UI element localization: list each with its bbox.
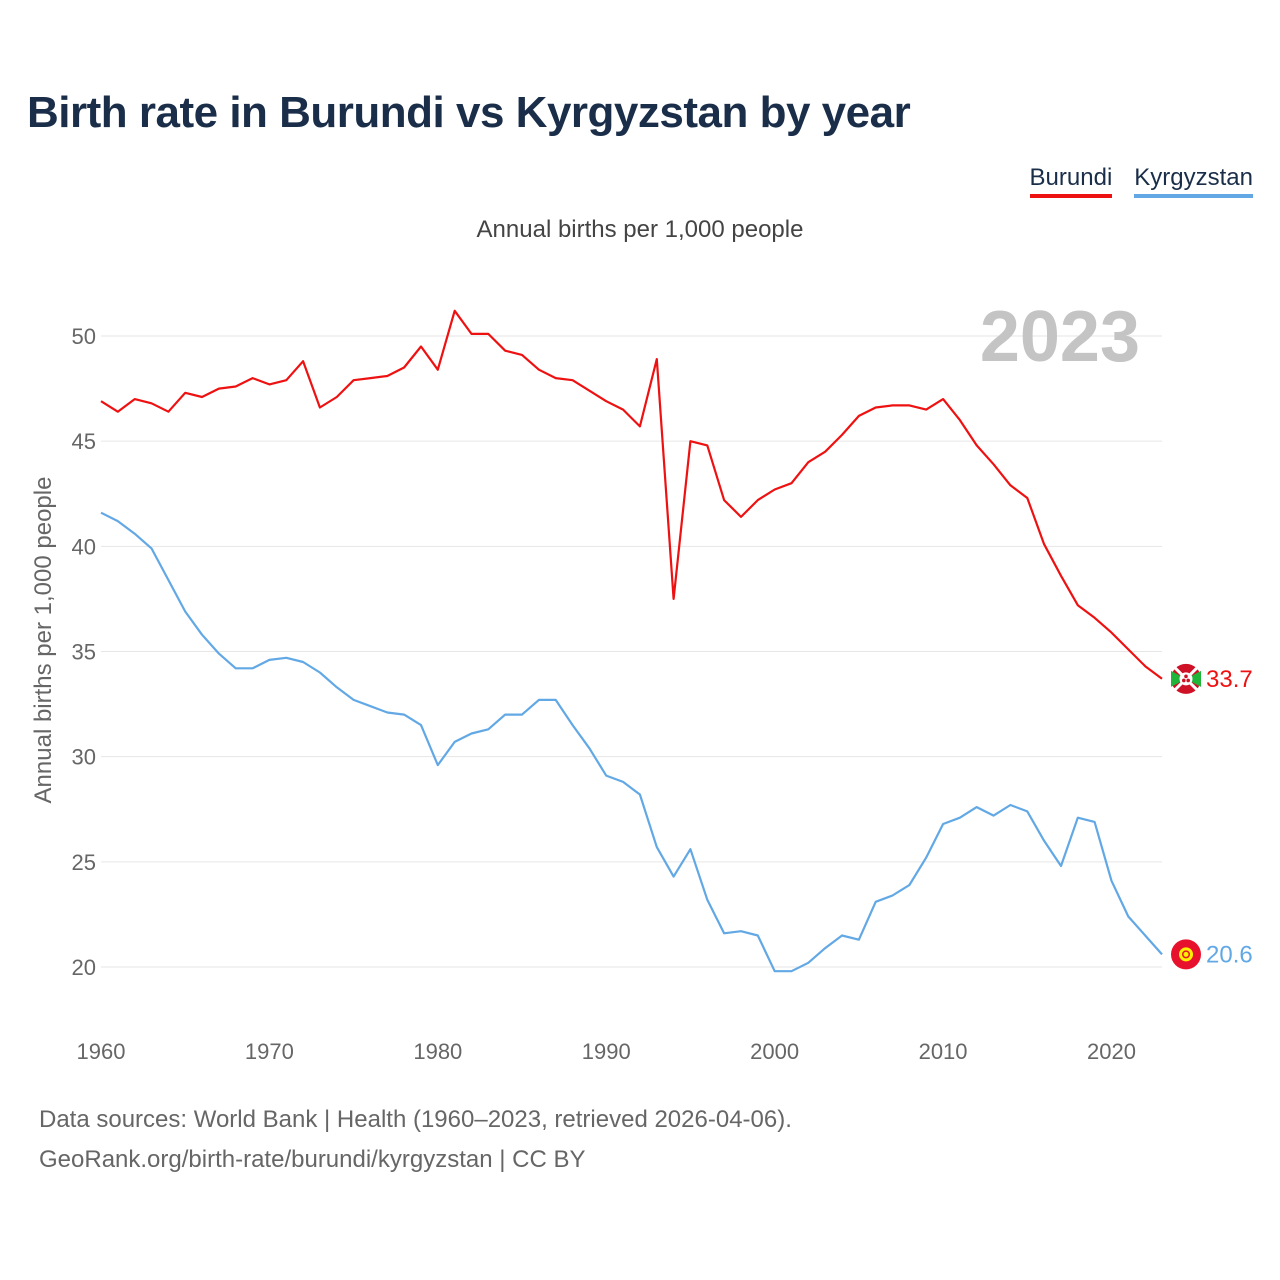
footer-source: Data sources: World Bank | Health (1960–…: [39, 1106, 792, 1133]
end-value-kyrgyzstan: 20.6: [1206, 941, 1253, 968]
legend-item-burundi[interactable]: Burundi: [1029, 164, 1113, 198]
legend: Burundi Kyrgyzstan: [1029, 164, 1253, 198]
y-axis-ticks: 20 25 30 35 40 45 50: [72, 324, 96, 980]
y-tick-label: 20: [72, 955, 96, 980]
x-axis-ticks: 1960 1970 1980 1990 2000 2010 2020: [77, 1039, 1136, 1064]
x-tick-label: 1960: [77, 1039, 126, 1064]
y-tick-label: 45: [72, 429, 96, 454]
y-tick-label: 25: [72, 850, 96, 875]
end-markers: [1171, 663, 1201, 970]
kyrgyzstan-flag-icon: [1171, 939, 1201, 970]
y-tick-label: 30: [72, 745, 96, 770]
x-tick-label: 2000: [750, 1039, 799, 1064]
chart-title: Birth rate in Burundi vs Kyrgyzstan by y…: [27, 88, 911, 137]
y-axis-label: Annual births per 1,000 people: [30, 477, 57, 804]
year-watermark: 2023: [980, 297, 1140, 377]
y-tick-label: 40: [72, 534, 96, 559]
x-tick-label: 2010: [919, 1039, 968, 1064]
chart-subtitle: Annual births per 1,000 people: [476, 216, 804, 243]
end-value-labels: 33.7 20.6: [1206, 666, 1253, 969]
y-tick-label: 50: [72, 324, 96, 349]
series-lines: [100, 309, 1163, 973]
legend-item-kyrgyzstan[interactable]: Kyrgyzstan: [1134, 164, 1253, 198]
gridlines: [101, 335, 1162, 968]
y-tick-label: 35: [72, 640, 96, 665]
series-line-burundi[interactable]: [100, 309, 1163, 680]
x-tick-label: 1990: [582, 1039, 631, 1064]
footer-url[interactable]: GeoRank.org/birth-rate/burundi/kyrgyzsta…: [39, 1146, 586, 1173]
burundi-flag-icon: [1171, 663, 1201, 694]
end-value-burundi: 33.7: [1206, 666, 1253, 693]
x-tick-label: 2020: [1087, 1039, 1136, 1064]
x-tick-label: 1970: [245, 1039, 294, 1064]
chart: 20 25 30 35 40 45 50 1960 1970 1980 1990 2000 2010 2…: [30, 297, 1253, 1064]
series-line-kyrgyzstan[interactable]: [100, 511, 1163, 973]
x-tick-label: 1980: [413, 1039, 462, 1064]
